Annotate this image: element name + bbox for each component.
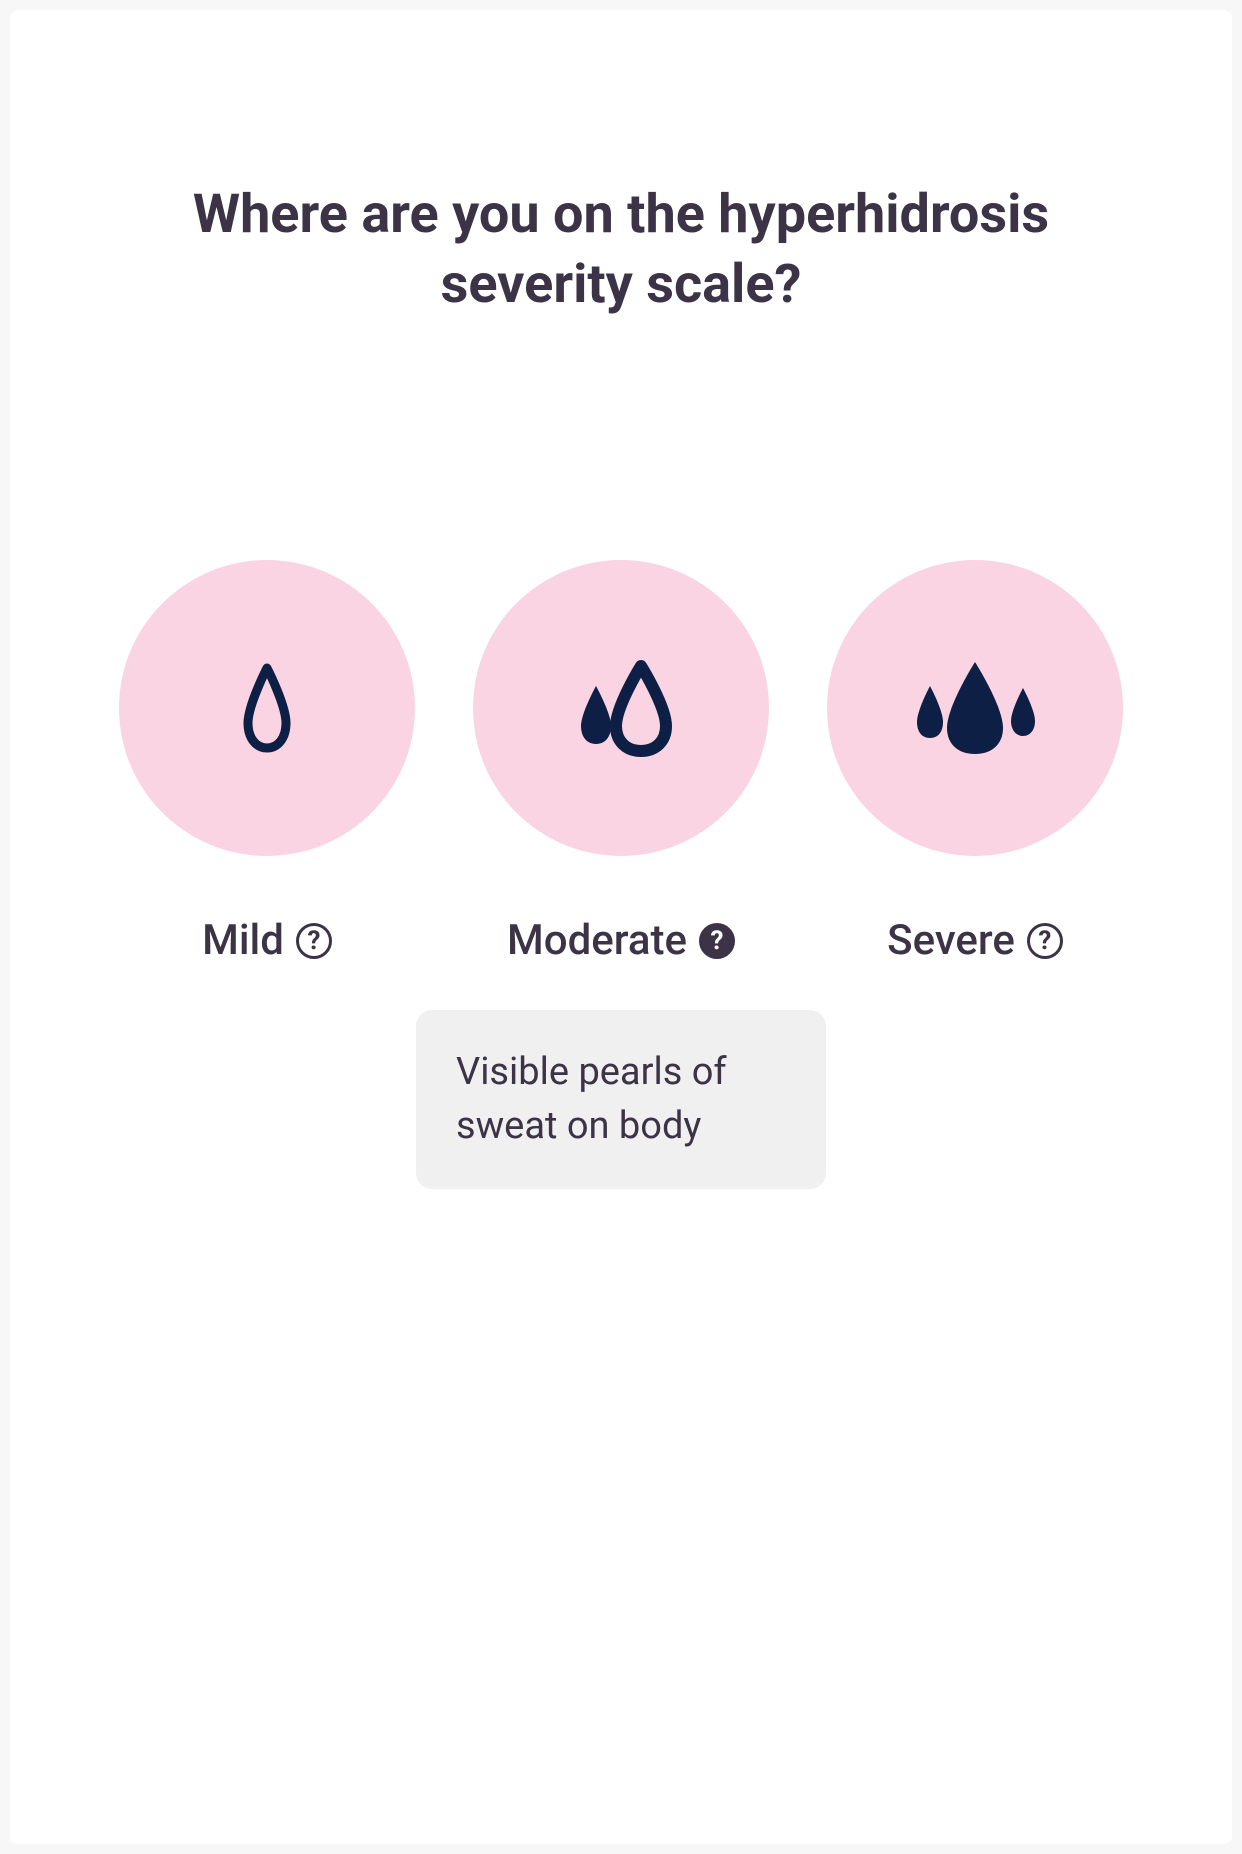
option-severe[interactable]: Severe ? <box>818 560 1132 965</box>
label-mild: Mild <box>202 916 284 965</box>
circle-severe <box>827 560 1123 856</box>
option-mild[interactable]: Mild ? <box>110 560 424 965</box>
tooltip-moderate: Visible pearls of sweat on body <box>416 1010 826 1188</box>
option-moderate[interactable]: Moderate ? Visible pearls of sweat on bo… <box>464 560 778 965</box>
severity-card: Where are you on the hyperhidrosis sever… <box>10 10 1232 1844</box>
circle-mild <box>119 560 415 856</box>
drop-icon-moderate <box>566 658 676 758</box>
circle-moderate <box>473 560 769 856</box>
options-row: Mild ? Moderate ? Visible pearls of swea… <box>90 560 1152 965</box>
drop-icon-severe <box>905 658 1045 758</box>
label-row-moderate: Moderate ? <box>507 916 735 965</box>
drop-icon-mild <box>242 663 292 753</box>
help-icon-severe[interactable]: ? <box>1027 923 1063 959</box>
label-moderate: Moderate <box>507 916 687 965</box>
heading: Where are you on the hyperhidrosis sever… <box>90 180 1152 320</box>
label-severe: Severe <box>887 916 1015 965</box>
help-icon-moderate[interactable]: ? <box>699 923 735 959</box>
label-row-severe: Severe ? <box>887 916 1063 965</box>
label-row-mild: Mild ? <box>202 916 332 965</box>
help-icon-mild[interactable]: ? <box>296 923 332 959</box>
